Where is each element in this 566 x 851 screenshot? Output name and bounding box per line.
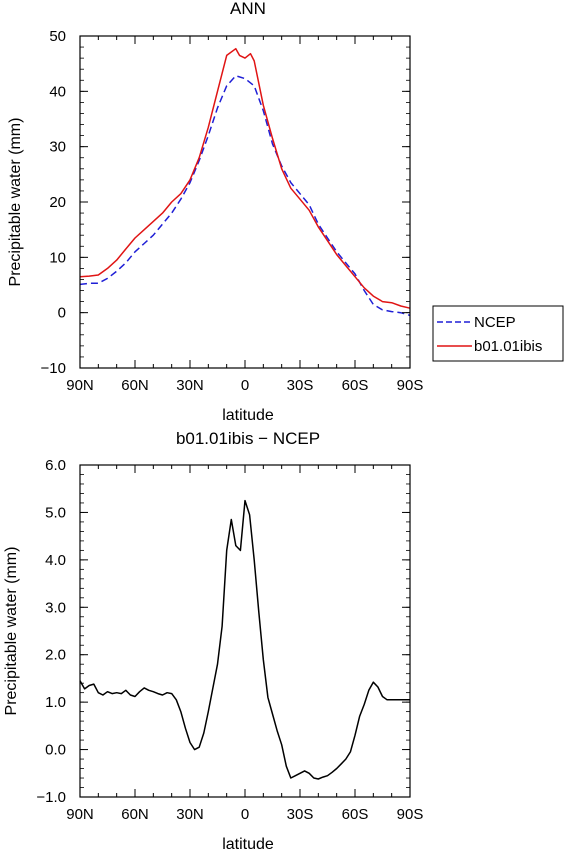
top-ytick-label: −10 [41, 360, 66, 377]
bottom-chart-frame [79, 464, 411, 798]
top-series-line-b01-01ibis [79, 47, 411, 309]
top-chart-frame [79, 35, 411, 369]
bottom-ytick-label: 1.0 [45, 694, 66, 711]
top-ytick-label: 50 [49, 28, 66, 45]
bottom-chart-panel: b01.01ibis − NCEP latitude Precipitable … [3, 429, 423, 851]
top-xtick-label: 90S [397, 377, 424, 394]
bottom-xtick-label: 90S [397, 806, 424, 823]
legend: NCEP b01.01ibis [432, 305, 564, 362]
top-series-line-ncep [79, 75, 411, 317]
top-xtick-label: 60N [121, 377, 149, 394]
legend-box [432, 305, 564, 362]
top-chart-xlabel: latitude [222, 407, 274, 424]
bottom-chart-xlabel: latitude [222, 836, 274, 851]
bottom-ytick-label: 5.0 [45, 504, 66, 521]
top-ytick-label: 10 [49, 249, 66, 266]
bottom-ytick-label: 2.0 [45, 647, 66, 664]
bottom-ytick-label: 6.0 [45, 457, 66, 474]
top-chart-ylabel: Precipitable water (mm) [7, 118, 24, 287]
bottom-xtick-label: 0 [241, 806, 249, 823]
top-ytick-label: 40 [49, 83, 66, 100]
bottom-xtick-label: 90N [66, 806, 94, 823]
top-ytick-label: 30 [49, 139, 66, 156]
top-chart-panel: ANN latitude Precipitable water (mm) 90N… [7, 0, 423, 424]
legend-label-ncep: NCEP [474, 314, 516, 331]
bottom-xtick-label: 60S [342, 806, 369, 823]
top-chart-title: ANN [230, 0, 266, 18]
top-ytick-label: 20 [49, 194, 66, 211]
bottom-xtick-label: 30N [176, 806, 204, 823]
top-xtick-label: 0 [241, 377, 249, 394]
legend-label-b01: b01.01ibis [474, 338, 542, 355]
bottom-series-line-0 [79, 499, 410, 780]
bottom-ytick-label: 3.0 [45, 599, 66, 616]
bottom-ytick-label: −1.0 [36, 789, 66, 806]
bottom-ytick-label: 4.0 [45, 552, 66, 569]
top-xtick-label: 60S [342, 377, 369, 394]
top-ytick-label: 0 [58, 305, 66, 322]
top-xtick-label: 90N [66, 377, 94, 394]
bottom-xtick-label: 60N [121, 806, 149, 823]
bottom-chart-title: b01.01ibis − NCEP [176, 429, 320, 448]
top-xtick-label: 30S [287, 377, 314, 394]
bottom-xtick-label: 30S [287, 806, 314, 823]
top-xtick-label: 30N [176, 377, 204, 394]
bottom-chart-ylabel: Precipitable water (mm) [3, 547, 20, 716]
bottom-ytick-label: 0.0 [45, 742, 66, 759]
